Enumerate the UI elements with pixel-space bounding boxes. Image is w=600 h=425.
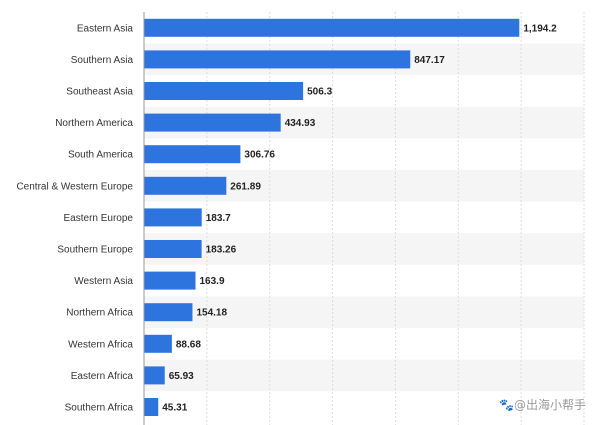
grid-lines — [206, 12, 585, 425]
value-label: 1,194.2 — [523, 23, 557, 34]
category-label: Eastern Africa — [71, 371, 134, 382]
value-label: 261.89 — [230, 181, 261, 192]
bars — [144, 18, 520, 416]
row-stripes — [144, 43, 584, 392]
value-label: 183.7 — [206, 213, 231, 224]
value-label: 154.18 — [196, 308, 227, 319]
watermark-text: @出海小帮手 — [513, 398, 586, 412]
value-label: 65.93 — [169, 371, 194, 382]
category-label: South America — [68, 150, 133, 161]
value-label: 506.3 — [307, 87, 332, 98]
bar — [144, 145, 241, 164]
bar — [144, 82, 304, 100]
bar — [144, 208, 202, 227]
value-label: 434.93 — [285, 118, 316, 129]
bar — [144, 176, 227, 195]
value-label: 88.68 — [176, 339, 201, 350]
category-label: Northern Africa — [66, 308, 133, 319]
bar — [144, 366, 165, 385]
bar — [144, 50, 411, 69]
value-label: 847.17 — [414, 55, 445, 66]
category-label: Southern Asia — [71, 55, 134, 66]
value-labels: 1,194.2 847.17 506.3 434.93 306.76 261.89 183.… — [162, 23, 557, 413]
value-label: 163.9 — [200, 276, 225, 287]
category-label: Central & Western Europe — [16, 181, 133, 192]
bar — [144, 303, 193, 322]
category-label: Western Asia — [74, 276, 133, 287]
value-label: 45.31 — [162, 403, 187, 414]
paw-icon: 🐾 — [499, 398, 514, 412]
category-label: Southeast Asia — [66, 87, 133, 98]
bar — [144, 271, 196, 290]
row-stripe — [144, 359, 584, 392]
bar — [144, 334, 172, 353]
bar — [144, 113, 281, 132]
value-label: 306.76 — [244, 150, 275, 161]
category-labels: Eastern Asia Southern Asia Southeast Asia N… — [16, 23, 133, 413]
category-label: Eastern Asia — [77, 23, 134, 34]
bar — [144, 398, 159, 416]
category-label: Western Africa — [68, 339, 133, 350]
category-label: Northern America — [55, 118, 133, 129]
row-stripe — [144, 296, 584, 328]
watermark: 🐾@出海小帮手 — [499, 396, 586, 413]
category-label: Southern Europe — [57, 245, 133, 256]
value-label: 183.26 — [206, 245, 237, 256]
category-label: Eastern Europe — [64, 213, 134, 224]
bar — [144, 240, 202, 258]
bar — [144, 18, 520, 37]
row-stripe — [144, 233, 584, 265]
category-label: Southern Africa — [65, 403, 134, 414]
